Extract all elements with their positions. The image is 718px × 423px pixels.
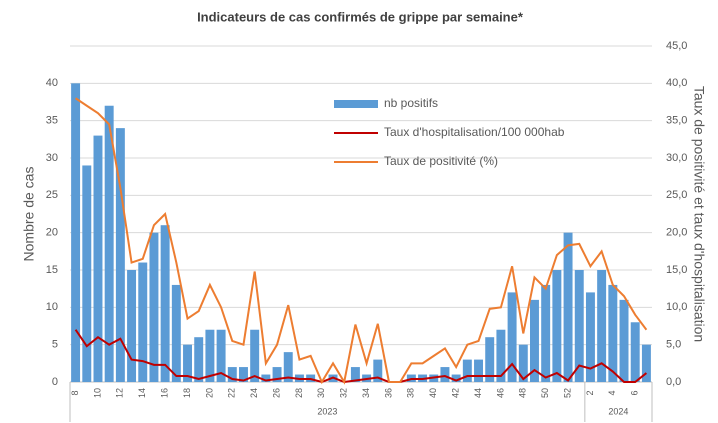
bar	[451, 374, 461, 382]
bar	[250, 329, 260, 382]
x-tick-label: 8	[70, 390, 80, 395]
x-tick-label: 16	[160, 388, 170, 398]
x-tick-label: 10	[92, 388, 102, 398]
y-tick-label: 40	[46, 77, 58, 89]
x-tick-label: 36	[383, 388, 393, 398]
bar	[216, 329, 226, 382]
y2-tick-label: 40,0	[666, 77, 687, 89]
bar	[205, 329, 215, 382]
bar	[619, 299, 629, 382]
bar	[474, 359, 483, 382]
y-tick-label: 30	[46, 152, 58, 164]
y2-tick-label: 25,0	[666, 189, 687, 201]
y2-tick-label: 5,0	[666, 339, 681, 351]
bar	[641, 344, 651, 382]
group-label: 2024	[608, 406, 628, 416]
bar	[272, 367, 282, 382]
bar	[541, 284, 551, 382]
bar	[104, 105, 114, 382]
y-tick-label: 10	[46, 301, 58, 313]
x-tick-label: 28	[294, 388, 304, 398]
bar	[563, 232, 573, 382]
bar	[82, 165, 92, 382]
bar	[115, 128, 125, 382]
x-tick-label: 32	[339, 388, 349, 398]
bar	[552, 270, 562, 382]
x-tick-label: 20	[204, 388, 214, 398]
bar	[373, 359, 383, 382]
x-tick-label: 6	[630, 390, 640, 395]
y-tick-label: 0	[52, 376, 58, 388]
bar	[507, 292, 517, 382]
y-tick-label: 5	[52, 339, 58, 351]
bar	[127, 270, 137, 382]
y2-tick-label: 10,0	[666, 301, 687, 313]
x-tick-label: 22	[227, 388, 237, 398]
x-tick-label: 34	[361, 388, 371, 398]
chart-title: Indicateurs de cas confirmés de grippe p…	[197, 9, 524, 24]
x-tick-label: 48	[518, 388, 528, 398]
group-label: 2023	[317, 406, 337, 416]
x-tick-label: 30	[316, 388, 326, 398]
x-tick-label: 12	[115, 388, 125, 398]
bar	[183, 344, 192, 382]
y2-tick-label: 0,0	[666, 376, 681, 388]
bar	[93, 135, 103, 382]
x-tick-label: 52	[562, 388, 572, 398]
x-tick-label: 14	[137, 388, 147, 398]
legend-label: Taux de positivité (%)	[384, 154, 498, 168]
bar	[630, 322, 640, 382]
y2-tick-label: 30,0	[666, 152, 687, 164]
bar	[440, 367, 450, 382]
bar	[194, 337, 204, 382]
x-tick-label: 40	[428, 388, 438, 398]
bar	[71, 83, 81, 382]
line	[75, 97, 648, 385]
bar	[574, 270, 584, 382]
y-tick-label: 25	[46, 189, 58, 201]
bar	[149, 232, 159, 382]
bar	[485, 337, 495, 382]
bar	[597, 270, 607, 382]
bar	[496, 329, 506, 382]
y2-tick-label: 35,0	[666, 115, 687, 127]
bar	[462, 359, 472, 382]
bar	[138, 262, 148, 382]
y2-tick-label: 15,0	[666, 264, 687, 276]
x-tick-label: 18	[182, 388, 192, 398]
bar	[518, 344, 528, 382]
legend-swatch	[334, 100, 378, 108]
bar	[283, 352, 293, 382]
x-tick-label: 46	[495, 388, 505, 398]
x-tick-label: 38	[406, 388, 416, 398]
y2-tick-label: 45,0	[666, 40, 687, 52]
x-tick-label: 26	[271, 388, 281, 398]
bar	[530, 299, 539, 382]
x-tick-label: 50	[540, 388, 550, 398]
bar	[239, 367, 248, 382]
x-tick-label: 4	[607, 390, 617, 395]
bar	[227, 367, 237, 382]
x-tick-label: 2	[585, 390, 595, 395]
bar	[585, 292, 595, 382]
bar	[171, 284, 181, 382]
y-tick-label: 15	[46, 264, 58, 276]
y-tick-label: 35	[46, 115, 58, 127]
legend-label: nb positifs	[384, 96, 438, 110]
x-tick-label: 44	[473, 388, 483, 398]
x-tick-label: 42	[451, 388, 461, 398]
bar	[608, 284, 618, 382]
x-tick-label: 24	[249, 388, 259, 398]
y2-axis-label: Taux de positivité et taux d'hospitalisa…	[691, 86, 707, 342]
bar	[350, 367, 360, 382]
line	[74, 329, 648, 384]
y2-tick-label: 20,0	[666, 227, 687, 239]
bar	[160, 225, 170, 382]
legend-label: Taux d'hospitalisation/100 000hab	[384, 125, 565, 139]
y-axis-label: Nombre de cas	[21, 167, 37, 262]
bar	[261, 374, 271, 382]
y-tick-label: 20	[46, 227, 58, 239]
